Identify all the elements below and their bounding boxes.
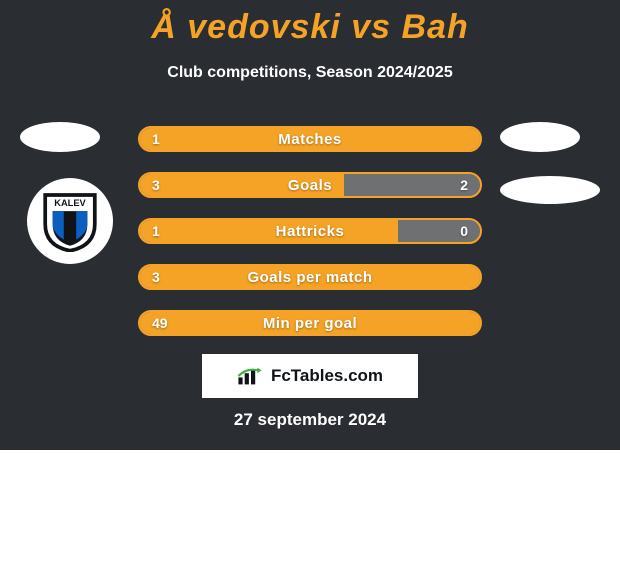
stat-fill-left <box>140 174 344 196</box>
stat-value-left: 1 <box>152 220 160 242</box>
stat-value-left: 3 <box>152 174 160 196</box>
kalev-text: KALEV <box>54 198 86 208</box>
brand-box: FcTables.com <box>202 354 418 398</box>
kalev-shield-icon: KALEV <box>39 190 101 252</box>
stat-value-right: 2 <box>460 174 468 196</box>
club-badge-left: KALEV <box>27 178 113 264</box>
stat-row: Goals32 <box>138 172 482 198</box>
stat-fill-left <box>140 220 398 242</box>
page-title: Å vedovski vs Bah <box>0 8 620 47</box>
brand-text: FcTables.com <box>271 366 383 386</box>
player-avatar-left <box>20 122 100 152</box>
stat-value-left: 1 <box>152 128 160 150</box>
stat-row: Min per goal49 <box>138 310 482 336</box>
stat-value-left: 3 <box>152 266 160 288</box>
stat-value-left: 49 <box>152 312 168 334</box>
stat-fill-left <box>140 266 480 288</box>
stat-fill-left <box>140 312 480 334</box>
stat-fill-left <box>140 128 480 150</box>
brand-bars-icon <box>237 366 265 386</box>
stat-row: Goals per match3 <box>138 264 482 290</box>
player-avatar-right <box>500 122 580 152</box>
stage: Å vedovski vs Bah Club competitions, Sea… <box>0 0 620 580</box>
footer-date: 27 september 2024 <box>0 410 620 430</box>
stat-row: Hattricks10 <box>138 218 482 244</box>
stat-row: Matches1 <box>138 126 482 152</box>
stat-value-right: 0 <box>460 220 468 242</box>
club-avatar-right <box>500 176 600 204</box>
subtitle: Club competitions, Season 2024/2025 <box>0 64 620 82</box>
